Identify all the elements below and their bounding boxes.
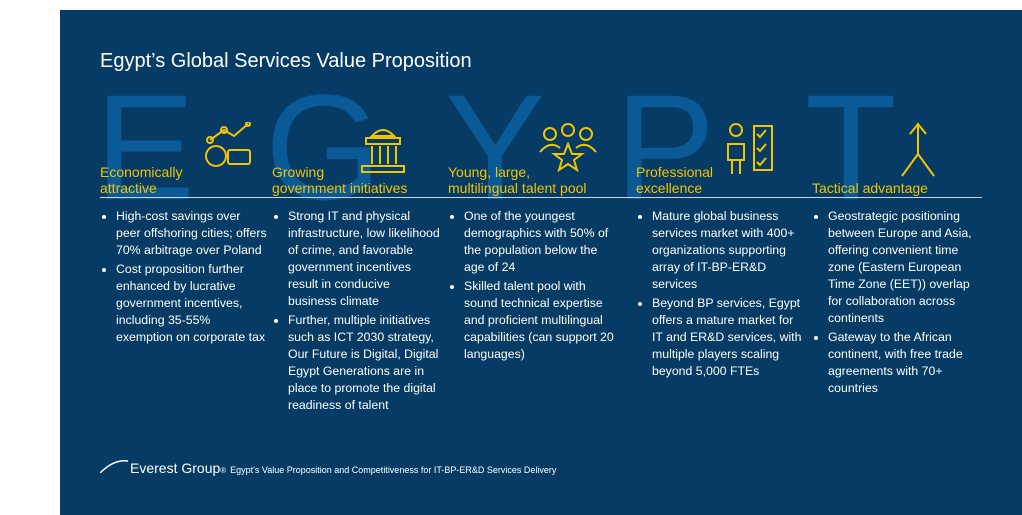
- heading: Young, large, multilingual talent pool: [448, 164, 587, 196]
- bullet: Mature global business services market w…: [652, 208, 804, 293]
- column: Young, large,multilingual talent pool One…: [448, 160, 616, 365]
- heading: Growing government initiatives: [272, 164, 407, 196]
- bullet-list: Geostrategic positioning between Europe …: [812, 208, 980, 397]
- bullet-list: Strong IT and physical infrastructure, l…: [272, 208, 440, 414]
- heading-line: excellence: [636, 180, 703, 196]
- bullet: Further, multiple initiatives such as IC…: [288, 312, 440, 414]
- bullet: High-cost savings over peer offshoring c…: [116, 208, 268, 259]
- registered-mark: ®: [220, 466, 227, 475]
- divider: [100, 197, 982, 198]
- title: Egypt’s Global Services Value Propositio…: [100, 50, 472, 72]
- heading-line: Professional: [636, 164, 714, 180]
- heading: Economically attractive: [100, 164, 182, 196]
- footer: Everest Group ® Egypt's Value Proposition…: [100, 457, 556, 476]
- bullet: Skilled talent pool with sound technical…: [464, 278, 616, 363]
- bullet: Strong IT and physical infrastructure, l…: [288, 208, 440, 310]
- icon-people: [539, 123, 597, 172]
- heading-box: Economically attractive: [100, 160, 268, 196]
- heading-line: Growing: [272, 164, 325, 180]
- footer-text: Egypt's Value Proposition and Competitiv…: [230, 465, 557, 475]
- heading-line: Economically: [100, 164, 183, 180]
- bullet: Cost proposition further enhanced by luc…: [116, 261, 268, 346]
- heading-line: Young, large,: [448, 164, 530, 180]
- heading: Tactical advantage: [812, 180, 928, 196]
- heading-box: Young, large, multilingual talent pool: [448, 160, 616, 196]
- brand: Everest Group: [130, 460, 221, 476]
- bullet: Gateway to the African continent, with f…: [828, 329, 980, 397]
- heading-line: attractive: [100, 180, 157, 196]
- icon-government: [361, 129, 405, 173]
- icon-professional: [727, 123, 773, 174]
- column: Tactical advantage Geostrategic positioni…: [812, 160, 980, 399]
- bullet: Beyond BP services, Egypt offers a matur…: [652, 295, 804, 380]
- heading-line: multilingual talent pool: [448, 180, 587, 196]
- bullet-list: One of the youngest demographics with 50…: [448, 208, 616, 363]
- heading-box: Tactical advantage: [812, 160, 980, 196]
- heading-box: Growing government initiatives: [272, 160, 440, 196]
- bullet: One of the youngest demographics with 50…: [464, 208, 616, 276]
- bullet-list: High-cost savings over peer offshoring c…: [100, 208, 268, 346]
- icon-money: [205, 122, 251, 167]
- heading: Professional excellence: [636, 164, 713, 196]
- heading-box: Professional excellence: [636, 160, 804, 196]
- bullet: Geostrategic positioning between Europe …: [828, 208, 980, 327]
- icon-arrows: [901, 122, 935, 177]
- bullet-list: Mature global business services market w…: [636, 208, 804, 380]
- heading-line: Tactical advantage: [812, 180, 928, 196]
- logo-swoosh: [100, 460, 129, 473]
- heading-line: government initiatives: [272, 180, 408, 196]
